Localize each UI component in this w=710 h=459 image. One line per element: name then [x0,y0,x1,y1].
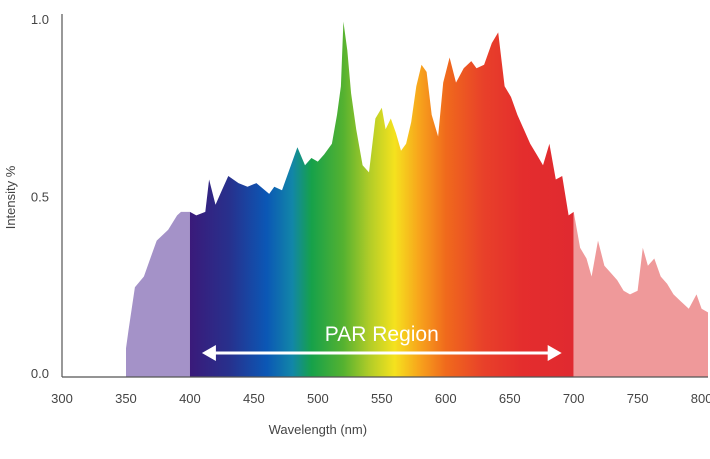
x-axis-label: Wavelength (nm) [269,422,368,437]
x-tick-label: 700 [563,391,585,406]
x-tick-label: 550 [371,391,393,406]
y-tick-label: 1.0 [31,12,49,27]
x-tick-label: 600 [435,391,457,406]
par-arrow-right-head [547,345,562,361]
y-tick-label: 0.5 [31,190,49,205]
par-annotation: PAR Region [201,323,562,361]
x-tick-label: 650 [499,391,521,406]
x-tick-labels: 300 350 400 450 500 550 600 650 700 750 800 [51,391,710,406]
par-region-label: PAR Region [325,323,439,346]
y-tick-label: 0.0 [31,366,49,381]
x-tick-label: 400 [179,391,201,406]
x-tick-label: 750 [627,391,649,406]
plot-area [126,21,708,377]
par-region-area [189,21,574,377]
y-tick-labels: 0.0 0.5 1.0 [31,12,49,381]
par-arrow-left-head [201,345,216,361]
x-tick-label: 450 [243,391,265,406]
x-tick-label: 300 [51,391,73,406]
ir-region-area [573,211,708,377]
uv-region-area [126,211,190,377]
y-axis-label: Intensity % [3,165,18,229]
x-tick-label: 800 [691,391,710,406]
x-tick-label: 500 [307,391,329,406]
x-tick-label: 350 [115,391,137,406]
